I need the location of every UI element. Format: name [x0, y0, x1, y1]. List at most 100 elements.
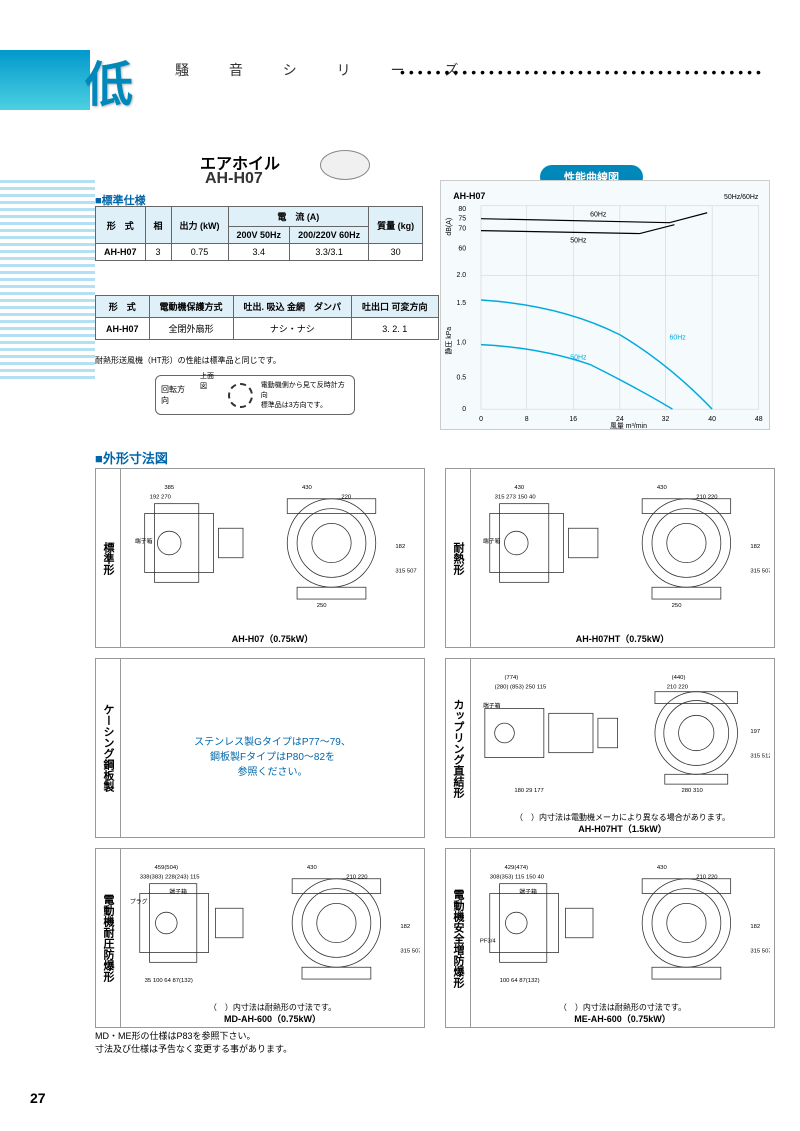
td: 全閉外扇形	[149, 318, 233, 340]
svg-text:35 100 64 87(132): 35 100 64 87(132)	[145, 978, 193, 984]
drawing-explosion-me: 電動機安全増防爆形 429(474)308(353) 115 150 40 43…	[445, 848, 775, 1028]
drawing-standard: 標準形 385192 270 430220 端子箱182 315 507250 …	[95, 468, 425, 648]
svg-text:0: 0	[462, 406, 466, 413]
th-phase: 相	[145, 207, 171, 244]
td: 3. 2. 1	[352, 318, 439, 340]
caption: ME-AH-600（0.75kW）	[471, 1012, 774, 1025]
svg-text:430: 430	[514, 485, 525, 491]
header-dots: ••••••••••••••••••••••••••••••••••••••••…	[400, 64, 765, 80]
svg-text:dB(A): dB(A)	[446, 218, 453, 236]
td: ナシ・ナシ	[233, 318, 352, 340]
svg-text:端子箱: 端子箱	[519, 888, 537, 896]
svg-text:80: 80	[458, 206, 466, 213]
rotation-note: 電動機側から見て反時計方向 標準品は3方向です。	[261, 380, 349, 410]
svg-text:32: 32	[662, 416, 670, 423]
td: 0.75	[171, 244, 228, 261]
svg-text:197: 197	[750, 729, 760, 735]
svg-text:70: 70	[458, 226, 466, 233]
drawing-explosion-md: 電動機耐圧防爆形 459(504)338(383) 228(243) 115 4…	[95, 848, 425, 1028]
vlabel-md: 電動機耐圧防爆形	[96, 849, 121, 1027]
svg-text:48: 48	[755, 416, 763, 423]
svg-text:75: 75	[458, 216, 466, 223]
svg-text:210 220: 210 220	[667, 685, 689, 691]
footer-line2: 寸法及び仕様は予告なく変更する事があります。	[95, 1043, 292, 1056]
th: 吐出. 吸込 金網 ダンパ	[233, 296, 352, 318]
svg-text:60Hz: 60Hz	[590, 212, 607, 219]
svg-text:182: 182	[750, 924, 760, 930]
footer-line1: MD・ME形の仕様はP83を参照下さい。	[95, 1030, 292, 1043]
svg-text:(440): (440)	[672, 675, 686, 681]
svg-text:385: 385	[164, 485, 175, 491]
th-model: 形 式	[96, 207, 146, 244]
svg-text:静圧 kPa: 静圧 kPa	[444, 327, 453, 355]
svg-text:210 220: 210 220	[696, 495, 718, 501]
svg-text:0: 0	[479, 416, 483, 423]
th: 電動機保護方式	[149, 296, 233, 318]
spec-table-1: 形 式 相 出力 (kW) 電 流 (A) 質量 (kg) 200V 50Hz …	[95, 206, 423, 261]
rotation-circle-icon	[228, 383, 252, 408]
svg-text:430: 430	[657, 485, 668, 491]
th: 吐出口 可変方向	[352, 296, 439, 318]
casing-text: ステンレス製GタイプはP77～79、 鋼板製FタイプはP80～82を 参照くださ…	[125, 663, 420, 778]
drawing-heat: 耐熱形 430315 273 150 40 430210 220 端子箱182 …	[445, 468, 775, 648]
svg-text:315 273 150 40: 315 273 150 40	[495, 495, 537, 501]
svg-text:429(474): 429(474)	[505, 865, 529, 871]
svg-text:端子箱: 端子箱	[169, 888, 187, 896]
td: 3.4	[228, 244, 290, 261]
svg-text:端子箱: 端子箱	[483, 537, 501, 545]
vlabel-coupling: カップリング直結形	[446, 659, 471, 837]
th-current: 電 流 (A)	[228, 207, 369, 227]
svg-text:182: 182	[395, 544, 405, 550]
svg-text:182: 182	[400, 924, 410, 930]
svg-text:(774): (774)	[505, 675, 519, 681]
svg-text:250: 250	[672, 603, 683, 609]
svg-text:100 64 87(132): 100 64 87(132)	[500, 978, 540, 984]
svg-text:1.5: 1.5	[456, 300, 466, 307]
svg-text:端子箱: 端子箱	[483, 701, 501, 709]
svg-text:182: 182	[750, 544, 760, 550]
rotation-label: 回転方向	[161, 384, 192, 406]
svg-text:40: 40	[708, 416, 716, 423]
vlabel-standard: 標準形	[96, 469, 121, 647]
product-icon	[320, 150, 370, 180]
svg-text:8: 8	[525, 416, 529, 423]
tech-drawing-icon: 459(504)338(383) 228(243) 115 430210 220…	[125, 853, 420, 993]
svg-text:250: 250	[317, 603, 328, 609]
caption: AH-H07HT（0.75kW）	[471, 632, 774, 645]
svg-text:2.0: 2.0	[456, 272, 466, 279]
svg-text:50Hz: 50Hz	[570, 355, 587, 362]
performance-chart: AH-H07 50Hz/60Hz 60Hz 50Hz 60Hz 50Hz 80 …	[440, 180, 770, 430]
tech-drawing-icon: 429(474)308(353) 115 150 40 430210 220 端…	[475, 853, 770, 993]
svg-text:430: 430	[307, 865, 318, 871]
vlabel-me: 電動機安全増防爆形	[446, 849, 471, 1027]
page-number: 27	[30, 1090, 46, 1106]
rotation-box: 回転方向 上面図 電動機側から見て反時計方向 標準品は3方向です。	[155, 375, 355, 415]
svg-text:315 512: 315 512	[750, 754, 770, 760]
spec-table-2: 形 式 電動機保護方式 吐出. 吸込 金網 ダンパ 吐出口 可変方向 AH-H0…	[95, 295, 439, 340]
tech-drawing-icon: (774)(280) (853) 250 115 (440)210 220 端子…	[475, 663, 770, 803]
svg-text:端子箱: 端子箱	[135, 537, 153, 545]
svg-text:315 507: 315 507	[395, 569, 416, 575]
chart-model: AH-H07	[453, 191, 485, 201]
vlabel-heat: 耐熱形	[446, 469, 471, 647]
side-stripes	[0, 180, 95, 380]
drawing-coupling: カップリング直結形 (774)(280) (853) 250 115 (440)…	[445, 658, 775, 838]
svg-text:180 29 177: 180 29 177	[514, 788, 543, 794]
tech-drawing-icon: 385 192 270 430 220 端子箱 182 315 507 250	[125, 473, 420, 613]
svg-text:PF3/4: PF3/4	[480, 939, 496, 945]
svg-text:60: 60	[458, 245, 466, 252]
spec-note: 耐熱形送風機（HT形）の性能は標準品と同じです。	[95, 355, 281, 366]
th-200v: 200V 50Hz	[228, 227, 290, 244]
caption: AH-H07HT（1.5kW）	[471, 822, 774, 835]
header-stripe	[0, 50, 90, 110]
svg-text:430: 430	[302, 485, 313, 491]
chart-freq: 50Hz/60Hz	[724, 194, 759, 201]
svg-text:1.0: 1.0	[456, 340, 466, 347]
svg-text:210 220: 210 220	[696, 875, 718, 881]
svg-text:315 507: 315 507	[400, 949, 420, 955]
th-output: 出力 (kW)	[171, 207, 228, 244]
svg-text:192 270: 192 270	[150, 495, 172, 501]
vlabel-casing: ケーシング鋼板製	[96, 659, 121, 837]
svg-text:220: 220	[341, 495, 352, 501]
td: AH-H07	[96, 244, 146, 261]
